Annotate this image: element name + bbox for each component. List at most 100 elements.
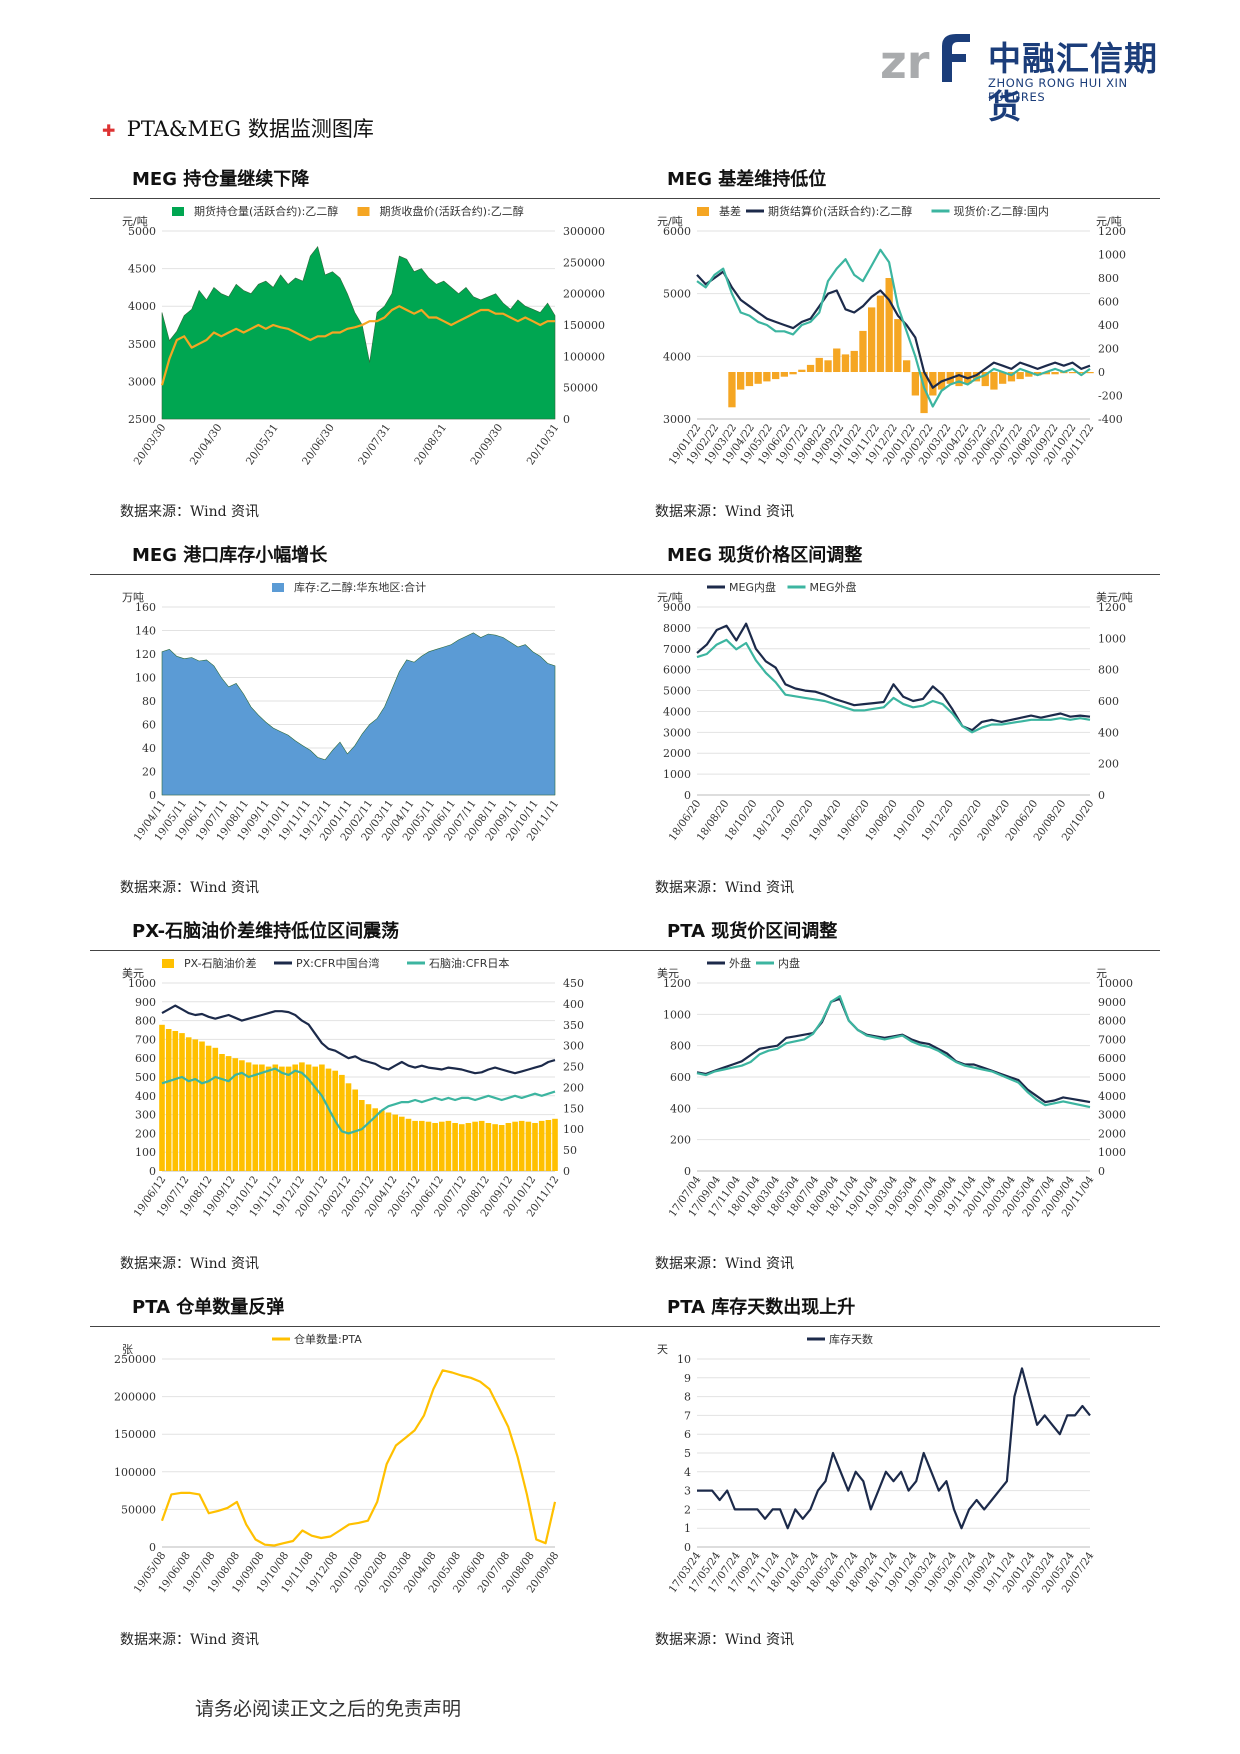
- legend-label: 期货收盘价(活跃合约):乙二醇: [380, 204, 524, 218]
- bar: [972, 372, 981, 382]
- logo-english-name: ZHONG RONG HUI XIN FUTURES: [988, 76, 1128, 104]
- y-tick-right: 1000: [1098, 1146, 1126, 1159]
- chart-pta-warehouse-receipts: 仓单数量:PTA张0500001000001500002000002500001…: [114, 1332, 561, 1595]
- bar: [1016, 372, 1024, 380]
- y-tick-right: 0: [1098, 789, 1105, 802]
- y-tick-left: 2000: [663, 747, 691, 760]
- y-tick-left: 0: [149, 789, 156, 802]
- bar: [445, 1120, 452, 1171]
- bar: [345, 1083, 352, 1171]
- bar: [498, 1125, 505, 1171]
- bar: [312, 1066, 318, 1171]
- y-tick-right: 100: [563, 1123, 584, 1136]
- y-unit-right: 美元/吨: [1096, 591, 1133, 604]
- legend-label: PX:CFR中国台湾: [296, 956, 380, 970]
- bar: [405, 1118, 412, 1171]
- bar: [325, 1068, 332, 1171]
- y-tick-right: 200: [563, 1081, 584, 1094]
- y-tick-right: 300000: [563, 225, 605, 238]
- y-tick-left: 3000: [128, 375, 156, 388]
- bar: [885, 278, 893, 372]
- bar: [459, 1124, 465, 1171]
- bar: [1025, 372, 1033, 377]
- y-tick-right: 10000: [1098, 977, 1133, 990]
- bar: [545, 1120, 552, 1171]
- bar: [1051, 372, 1059, 375]
- source-note: 数据来源：Wind 资讯: [655, 880, 795, 896]
- y-tick-left: 4000: [663, 705, 691, 718]
- y-tick-right: 2000: [1098, 1127, 1126, 1140]
- bar: [299, 1062, 305, 1171]
- bar: [339, 1074, 345, 1171]
- y-tick-left: 140: [135, 625, 156, 638]
- y-tick-right: 3000: [1098, 1109, 1126, 1122]
- legend-label: 外盘: [729, 956, 751, 970]
- bar: [1007, 372, 1016, 382]
- y-tick-left: 0: [684, 1165, 691, 1178]
- y-tick-left: 200: [670, 1134, 691, 1147]
- x-tick-label: 20/10/31: [525, 422, 562, 468]
- y-tick-right: 1200: [1098, 225, 1126, 238]
- bar: [412, 1120, 418, 1171]
- bar: [518, 1120, 525, 1171]
- bar: [1068, 372, 1077, 374]
- bar: [165, 1029, 172, 1171]
- divider: [90, 574, 625, 575]
- bar: [772, 372, 780, 380]
- divider: [625, 574, 1160, 575]
- bar: [798, 369, 806, 372]
- y-tick-left: 40: [142, 742, 156, 755]
- bar: [911, 372, 919, 396]
- legend-label: 内盘: [778, 956, 800, 970]
- bar: [279, 1066, 285, 1171]
- y-tick-left: 8000: [663, 622, 691, 635]
- bar: [265, 1066, 272, 1171]
- bar: [419, 1120, 425, 1171]
- y-tick-right: 7000: [1098, 1033, 1126, 1046]
- y-tick-left: 150000: [114, 1428, 156, 1441]
- bar: [824, 360, 832, 373]
- bar: [219, 1054, 225, 1171]
- y-tick-right: 250000: [563, 256, 605, 269]
- bar: [185, 1037, 192, 1171]
- y-tick-left: 300: [135, 1109, 156, 1122]
- source-note: 数据来源：Wind 资讯: [120, 1256, 260, 1272]
- y-tick-right: 400: [563, 998, 584, 1011]
- y-tick-left: 5: [684, 1447, 691, 1460]
- y-tick-right: 0: [563, 413, 570, 426]
- legend-label: 现货价:乙二醇:国内: [954, 204, 1049, 218]
- legend-label: 基差: [719, 204, 741, 218]
- bar: [252, 1064, 259, 1171]
- bar: [990, 372, 998, 390]
- divider: [90, 950, 625, 951]
- y-tick-left: 60: [142, 719, 156, 732]
- bar: [505, 1123, 512, 1171]
- y-unit-left: 美元: [122, 967, 144, 980]
- y-tick-left: 400: [135, 1090, 156, 1103]
- bar: [239, 1060, 245, 1171]
- bar: [199, 1041, 205, 1171]
- chart-panel-px-naphtha-spread: PX-石脑油价差维持低位区间震荡 PX-石脑油价差 PX:CFR中国台湾 石脑油:C…: [90, 917, 625, 1292]
- y-tick-left: 2: [684, 1503, 691, 1516]
- y-tick-right: 150: [563, 1102, 584, 1115]
- series-line: [696, 638, 1091, 734]
- divider: [625, 950, 1160, 951]
- x-tick-label: 20/06/30: [300, 422, 337, 468]
- chart-title: PTA 仓单数量反弹: [132, 1297, 285, 1318]
- bar: [868, 307, 876, 372]
- y-tick-left: 6000: [663, 664, 691, 677]
- source-note: 数据来源：Wind 资讯: [655, 1256, 795, 1272]
- y-tick-right: 400: [1098, 726, 1119, 739]
- y-tick-right: 0: [563, 1165, 570, 1178]
- y-unit-left: 万吨: [122, 591, 144, 604]
- series-line: [161, 1004, 556, 1075]
- y-tick-right: -400: [1098, 413, 1123, 426]
- bar: [272, 1064, 279, 1171]
- y-tick-left: 4000: [128, 300, 156, 313]
- zrf-logo-mark: zr: [880, 34, 970, 86]
- bar: [841, 354, 850, 372]
- y-tick-right: 300: [563, 1040, 584, 1053]
- series-line: [697, 1367, 1091, 1530]
- y-tick-right: 800: [1098, 664, 1119, 677]
